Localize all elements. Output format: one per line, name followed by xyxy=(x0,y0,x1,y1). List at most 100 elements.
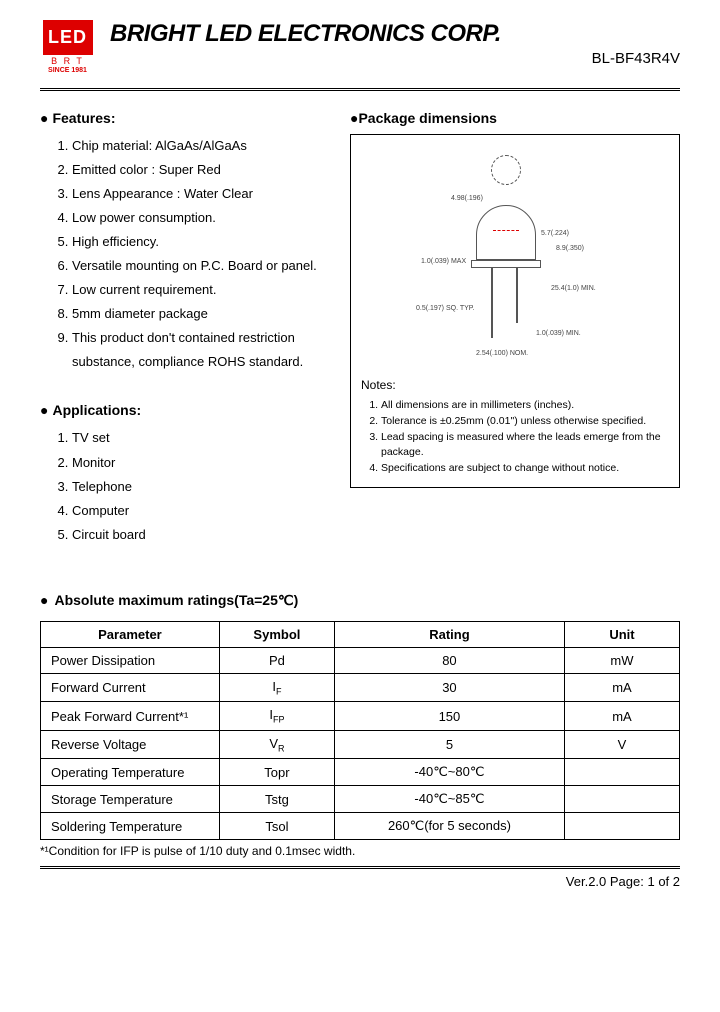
table-header-row: Parameter Symbol Rating Unit xyxy=(41,621,680,647)
cell-symbol: IF xyxy=(219,673,334,702)
dim-label: 5.7(.224) xyxy=(541,230,569,237)
dim-label: 1.0(.039) MIN. xyxy=(536,330,581,337)
cell-unit xyxy=(564,786,679,813)
table-row: Forward Current IF 30 mA xyxy=(41,673,680,702)
app-item: TV set xyxy=(72,426,330,450)
applications-title: Applications: xyxy=(40,402,330,418)
cell-rating: -40℃~85℃ xyxy=(334,786,564,813)
table-row: Soldering Temperature Tsol 260℃(for 5 se… xyxy=(41,813,680,840)
col-parameter: Parameter xyxy=(41,621,220,647)
lead-cathode xyxy=(516,268,518,323)
sym-sub: F xyxy=(276,686,282,696)
cell-unit: mW xyxy=(564,647,679,673)
feature-item: Emitted color : Super Red xyxy=(72,158,330,182)
content-columns: Features: Chip material: AlGaAs/AlGaAs E… xyxy=(40,110,680,547)
logo-brt: B R T xyxy=(51,56,84,66)
cell-unit: V xyxy=(564,730,679,759)
dim-label: 1.0(.039) MAX xyxy=(421,258,466,265)
feature-item: Chip material: AlGaAs/AlGaAs xyxy=(72,134,330,158)
feature-item: High efficiency. xyxy=(72,230,330,254)
col-rating: Rating xyxy=(334,621,564,647)
table-row: Power Dissipation Pd 80 mW xyxy=(41,647,680,673)
app-item: Telephone xyxy=(72,475,330,499)
notes-list: All dimensions are in millimeters (inche… xyxy=(361,398,669,477)
cell-param: Soldering Temperature xyxy=(41,813,220,840)
rule-bottom xyxy=(40,866,680,870)
cell-symbol: Topr xyxy=(219,759,334,786)
ratings-table: Parameter Symbol Rating Unit Power Dissi… xyxy=(40,621,680,841)
cell-symbol: Pd xyxy=(219,647,334,673)
cell-param: Forward Current xyxy=(41,673,220,702)
package-box: 4.98(.196) 5.7(.224) 8.9(.350) 1.0(.039)… xyxy=(350,134,680,488)
package-title: Package dimensions xyxy=(350,110,680,126)
page-footer: Ver.2.0 Page: 1 of 2 xyxy=(40,874,680,889)
company-block: BRIGHT LED ELECTRONICS CORP. BL-BF43R4V xyxy=(110,20,680,67)
feature-item: Low current requirement. xyxy=(72,278,330,302)
feature-item: Lens Appearance : Water Clear xyxy=(72,182,330,206)
cell-rating: 30 xyxy=(334,673,564,702)
features-title: Features: xyxy=(40,110,330,126)
led-base xyxy=(471,260,541,268)
rule-top xyxy=(40,88,680,92)
cell-symbol: Tstg xyxy=(219,786,334,813)
ratings-title: Absolute maximum ratings(Ta=25℃) xyxy=(40,592,680,609)
note-item: All dimensions are in millimeters (inche… xyxy=(381,398,669,414)
cell-param: Power Dissipation xyxy=(41,647,220,673)
cell-symbol: Tsol xyxy=(219,813,334,840)
led-top-view xyxy=(491,155,521,185)
cell-rating: 260℃(for 5 seconds) xyxy=(334,813,564,840)
cell-rating: 5 xyxy=(334,730,564,759)
feature-item: Low power consumption. xyxy=(72,206,330,230)
applications-list: TV set Monitor Telephone Computer Circui… xyxy=(40,426,330,546)
table-row: Storage Temperature Tstg -40℃~85℃ xyxy=(41,786,680,813)
cell-rating: 80 xyxy=(334,647,564,673)
feature-item: 5mm diameter package xyxy=(72,302,330,326)
lead-anode xyxy=(491,268,493,338)
ratings-footnote: *¹Condition for IFP is pulse of 1/10 dut… xyxy=(40,844,680,858)
logo: LED B R T SINCE 1981 xyxy=(40,20,95,80)
dim-label: 0.5(.197) SQ. TYP. xyxy=(416,305,475,312)
cell-unit xyxy=(564,759,679,786)
app-item: Computer xyxy=(72,499,330,523)
right-column: Package dimensions 4.98(.196) 5.7(.224) … xyxy=(350,110,680,547)
sym-sub: R xyxy=(278,743,285,753)
table-row: Reverse Voltage VR 5 V xyxy=(41,730,680,759)
note-item: Lead spacing is measured where the leads… xyxy=(381,430,669,462)
features-list: Chip material: AlGaAs/AlGaAs Emitted col… xyxy=(40,134,330,374)
app-item: Monitor xyxy=(72,451,330,475)
sym-sub: FP xyxy=(273,715,285,725)
feature-item: This product don't contained restriction… xyxy=(72,326,330,374)
notes-title: Notes: xyxy=(361,378,669,392)
ratings-body: Power Dissipation Pd 80 mW Forward Curre… xyxy=(41,647,680,840)
cell-param: Operating Temperature xyxy=(41,759,220,786)
col-symbol: Symbol xyxy=(219,621,334,647)
cell-unit xyxy=(564,813,679,840)
table-row: Operating Temperature Topr -40℃~80℃ xyxy=(41,759,680,786)
led-inner xyxy=(493,230,519,242)
dim-label: 4.98(.196) xyxy=(451,195,483,202)
app-item: Circuit board xyxy=(72,523,330,547)
header: LED B R T SINCE 1981 BRIGHT LED ELECTRON… xyxy=(40,20,680,80)
dim-label: 25.4(1.0) MIN. xyxy=(551,285,596,292)
cell-param: Storage Temperature xyxy=(41,786,220,813)
sym-pre: V xyxy=(269,736,278,751)
feature-item: Versatile mounting on P.C. Board or pane… xyxy=(72,254,330,278)
dim-label: 2.54(.100) NOM. xyxy=(476,350,528,357)
note-item: Tolerance is ±0.25mm (0.01") unless othe… xyxy=(381,414,669,430)
company-name: BRIGHT LED ELECTRONICS CORP. xyxy=(110,20,680,48)
cell-unit: mA xyxy=(564,673,679,702)
note-item: Specifications are subject to change wit… xyxy=(381,461,669,477)
cell-rating: -40℃~80℃ xyxy=(334,759,564,786)
cell-unit: mA xyxy=(564,702,679,731)
cell-rating: 150 xyxy=(334,702,564,731)
cell-param: Reverse Voltage xyxy=(41,730,220,759)
logo-text: LED xyxy=(43,20,93,55)
table-row: Peak Forward Current*¹ IFP 150 mA xyxy=(41,702,680,731)
logo-since: SINCE 1981 xyxy=(48,67,87,74)
cell-symbol: VR xyxy=(219,730,334,759)
cell-param: Peak Forward Current*¹ xyxy=(41,702,220,731)
cell-symbol: IFP xyxy=(219,702,334,731)
col-unit: Unit xyxy=(564,621,679,647)
part-number: BL-BF43R4V xyxy=(110,50,680,67)
dim-label: 8.9(.350) xyxy=(556,245,584,252)
